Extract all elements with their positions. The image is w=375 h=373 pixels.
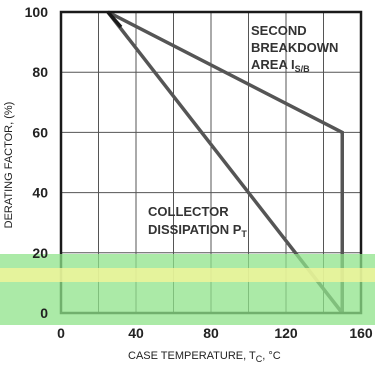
series-line-second-breakdown — [107, 10, 344, 313]
y-axis-title: DERATING FACTOR, (%) — [3, 102, 15, 229]
x-axis-title-unit: , °C — [262, 350, 281, 362]
annotation-collector-text: DISSIPATION P — [148, 222, 242, 237]
annotation-second-breakdown-line-3: AREA IS/B — [251, 57, 310, 74]
y-tick-label: 0 — [40, 305, 48, 321]
x-axis-title-subscript: C — [256, 354, 263, 364]
x-axis-title-text: CASE TEMPERATURE, T — [128, 350, 256, 362]
x-tick-label: 0 — [57, 325, 65, 341]
y-tick-label: 80 — [32, 64, 48, 80]
x-tick-label: 80 — [203, 325, 219, 341]
highlight-layer — [0, 254, 375, 325]
y-tick-label: 100 — [25, 4, 49, 20]
series-apex-segment — [106, 10, 123, 29]
tick-layer: 0 40 80 120 160 0 20 40 60 80 100 — [25, 4, 373, 341]
highlighter-band-green — [0, 254, 375, 325]
annotation-second-breakdown-subscript: S/B — [295, 64, 311, 74]
x-tick-label: 160 — [349, 325, 373, 341]
highlighter-band-yellow — [0, 268, 375, 282]
annotation-second-breakdown-line-1: SECOND — [251, 23, 307, 38]
y-tick-label: 60 — [32, 124, 48, 140]
y-tick-label: 20 — [32, 245, 48, 261]
y-tick-label: 40 — [32, 185, 48, 201]
annotation-collector-subscript: T — [241, 229, 247, 239]
annotation-second-breakdown-text: AREA I — [251, 57, 295, 72]
x-tick-label: 120 — [274, 325, 298, 341]
annotation-second-breakdown-line-2: BREAKDOWN — [251, 40, 338, 55]
x-axis-title: CASE TEMPERATURE, TC, °C — [128, 350, 281, 364]
annotation-collector-line-1: COLLECTOR — [148, 204, 229, 219]
annotation-collector-line-2: DISSIPATION PT — [148, 222, 247, 239]
x-tick-label: 40 — [128, 325, 144, 341]
grid-layer — [61, 12, 361, 313]
